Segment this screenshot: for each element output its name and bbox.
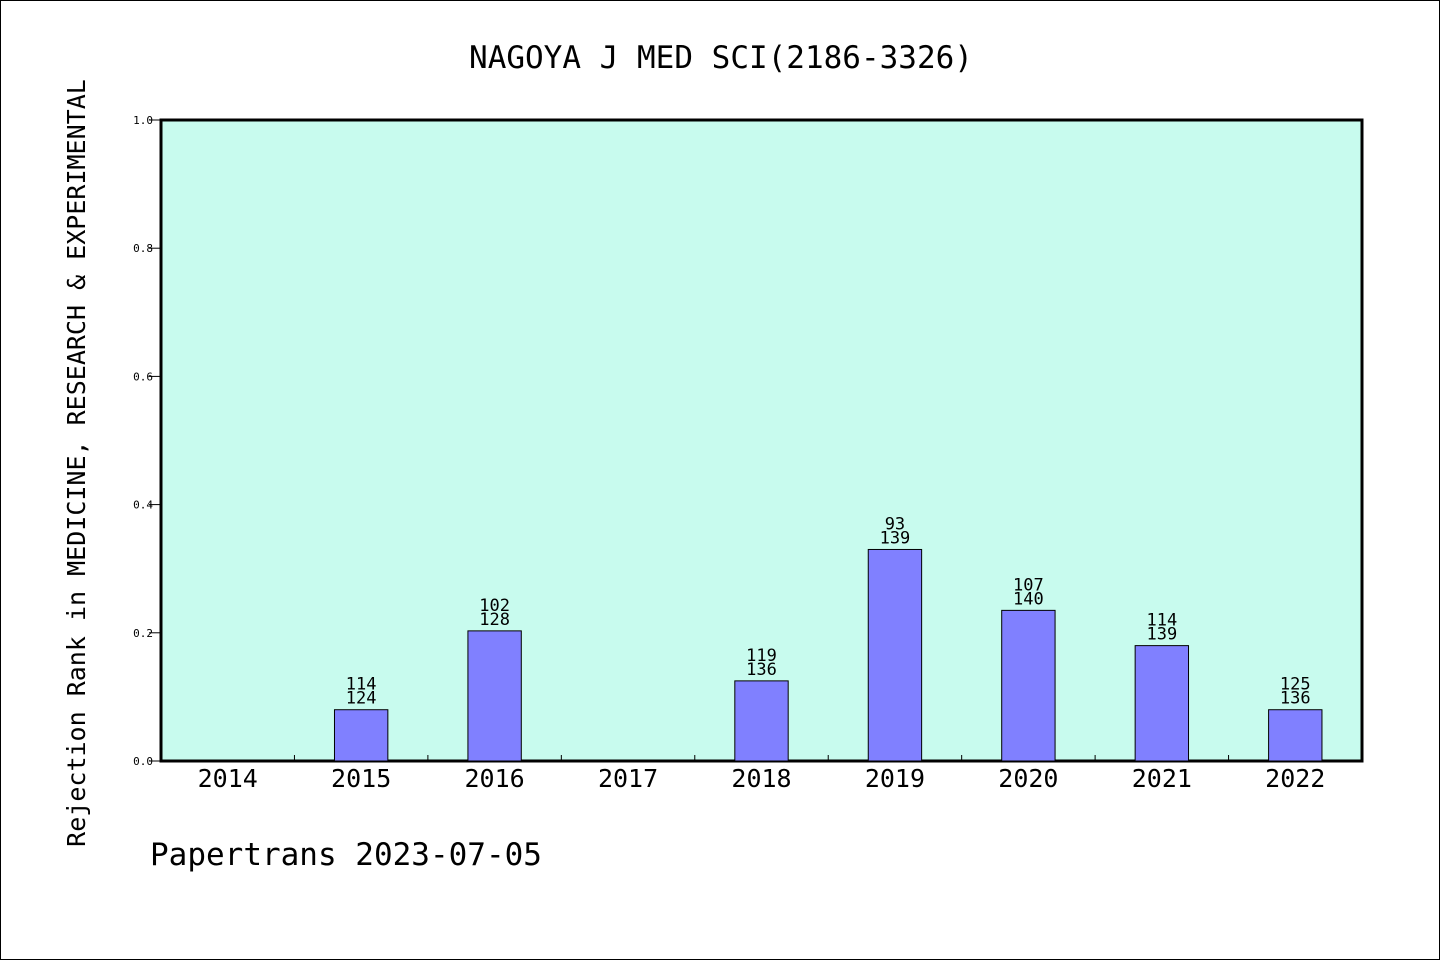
footer-source-date: Papertrans 2023-07-05 <box>150 837 542 873</box>
bar-2016 <box>467 630 522 762</box>
bar-label-rank: 119 <box>746 646 777 666</box>
bar-label-rank: 107 <box>1013 575 1044 595</box>
bar-label-total: 124 <box>346 689 377 709</box>
bar-label-rank: 114 <box>346 675 377 695</box>
x-tick-label: 2015 <box>331 764 391 793</box>
x-tick-label: 2022 <box>1265 764 1325 793</box>
bar-label-total: 139 <box>880 528 911 548</box>
x-axis-ticks: 2014 2015 2016 2017 2018 2019 2020 2021 2022 <box>198 755 1325 793</box>
x-tick-label: 2014 <box>198 764 258 793</box>
y-tick-label: 0.2 <box>133 627 153 640</box>
y-tick-label: 0.0 <box>133 755 153 768</box>
bar-label-rank: 93 <box>885 514 905 534</box>
y-axis-ticks: 0.0 0.2 0.4 0.6 0.8 1.0 <box>133 114 161 768</box>
x-tick-label: 2019 <box>865 764 925 793</box>
bar-labels: 1141241021281191369313910714011413912513… <box>346 514 1311 708</box>
bars <box>333 548 1323 762</box>
y-tick-label: 1.0 <box>133 114 153 127</box>
x-tick-label: 2021 <box>1132 764 1192 793</box>
bar-label-total: 136 <box>746 660 777 680</box>
x-tick-label: 2020 <box>998 764 1058 793</box>
bar-2018 <box>734 680 789 762</box>
bar-2019 <box>867 548 923 762</box>
bar-2022 <box>1268 709 1323 762</box>
bar-label-total: 140 <box>1013 589 1044 609</box>
x-tick-label: 2016 <box>465 764 525 793</box>
bar-2021 <box>1134 645 1190 762</box>
y-axis-label: Rejection Rank in MEDICINE, RESEARCH & E… <box>62 79 91 847</box>
bar-2015 <box>333 709 389 762</box>
bar-label-rank: 114 <box>1146 611 1177 631</box>
x-tick-label: 2018 <box>731 764 791 793</box>
x-tick-label: 2017 <box>598 764 658 793</box>
bar-label-rank: 102 <box>479 596 510 616</box>
y-tick-label: 0.6 <box>133 370 153 383</box>
bar-label-total: 139 <box>1146 625 1177 645</box>
bar-2020 <box>1001 609 1056 762</box>
bar-label-total: 136 <box>1280 689 1311 709</box>
chart-title: NAGOYA J MED SCI(2186-3326) <box>469 40 973 76</box>
y-tick-label: 0.8 <box>133 242 153 255</box>
bar-label-total: 128 <box>479 610 510 630</box>
bar-label-rank: 125 <box>1280 675 1311 695</box>
y-tick-label: 0.4 <box>133 499 153 512</box>
